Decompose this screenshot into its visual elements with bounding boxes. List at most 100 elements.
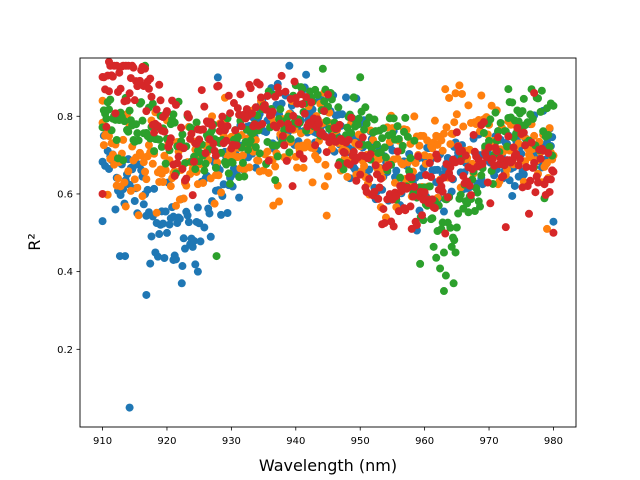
scatter-point xyxy=(144,141,153,150)
scatter-point xyxy=(439,173,448,182)
scatter-point xyxy=(411,159,420,168)
scatter-point xyxy=(150,128,159,137)
scatter-point xyxy=(439,287,448,296)
scatter-point xyxy=(123,96,132,105)
scatter-point xyxy=(244,145,253,154)
x-tick-label: 960 xyxy=(415,436,434,447)
scatter-point xyxy=(494,133,503,142)
scatter-point xyxy=(307,98,316,107)
scatter-point xyxy=(130,175,139,184)
scatter-point xyxy=(338,110,347,119)
scatter-point xyxy=(148,99,157,108)
scatter-point xyxy=(436,264,445,273)
scatter-point xyxy=(264,156,273,165)
scatter-point xyxy=(200,102,209,111)
scatter-point xyxy=(320,182,329,191)
scatter-point xyxy=(201,159,210,168)
scatter-point xyxy=(111,205,120,214)
scatter-point xyxy=(469,130,478,139)
scatter-point xyxy=(224,91,233,100)
scatter-point xyxy=(161,207,170,216)
scatter-point xyxy=(533,178,542,187)
scatter-point xyxy=(503,142,512,151)
scatter-point xyxy=(521,141,530,150)
scatter-point xyxy=(536,154,545,163)
scatter-point xyxy=(445,93,454,102)
scatter-point xyxy=(193,203,202,212)
scatter-point xyxy=(406,202,415,211)
scatter-point xyxy=(275,88,284,97)
scatter-point xyxy=(349,147,358,156)
scatter-point xyxy=(429,242,438,251)
scatter-point xyxy=(115,68,124,77)
scatter-point xyxy=(375,183,384,192)
scatter-point xyxy=(133,183,142,192)
scatter-point xyxy=(354,140,363,149)
scatter-point xyxy=(335,120,344,129)
scatter-point xyxy=(104,57,113,66)
x-axis-title: Wavelength (nm) xyxy=(259,456,397,475)
scatter-point xyxy=(398,141,407,150)
scatter-point xyxy=(174,152,183,161)
scatter-point xyxy=(499,172,508,181)
scatter-point xyxy=(162,107,171,116)
scatter-point xyxy=(532,172,541,181)
scatter-point xyxy=(137,98,146,107)
scatter-point xyxy=(415,141,424,150)
scatter-point xyxy=(138,192,147,201)
scatter-point xyxy=(152,105,161,114)
scatter-point xyxy=(237,122,246,131)
scatter-point xyxy=(544,149,553,158)
scatter-point xyxy=(430,204,439,213)
scatter-point xyxy=(159,178,168,186)
scatter-point xyxy=(271,162,280,171)
scatter-point xyxy=(150,184,159,193)
scatter-point xyxy=(494,127,503,136)
scatter-point xyxy=(314,119,323,128)
scatter-point xyxy=(441,271,450,280)
scatter-point xyxy=(258,120,267,129)
scatter-point xyxy=(508,191,517,200)
x-tick-label: 920 xyxy=(157,436,176,447)
scatter-point xyxy=(311,141,320,150)
scatter-point xyxy=(392,166,401,175)
scatter-point xyxy=(290,77,299,86)
scatter-point xyxy=(268,107,277,116)
scatter-point xyxy=(322,148,331,157)
scatter-point xyxy=(155,135,164,144)
scatter-point xyxy=(430,116,439,125)
scatter-point xyxy=(269,201,278,210)
scatter-point xyxy=(104,87,113,96)
scatter-point xyxy=(464,208,473,217)
scatter-point xyxy=(360,161,369,170)
scatter-point xyxy=(126,186,135,195)
scatter-point xyxy=(537,86,546,95)
scatter-point xyxy=(379,204,388,213)
scatter-point xyxy=(141,64,150,73)
scatter-point xyxy=(456,190,465,199)
scatter-point xyxy=(361,103,370,112)
scatter-point xyxy=(233,132,242,141)
scatter-point xyxy=(240,172,249,181)
scatter-point xyxy=(526,176,535,185)
scatter-point xyxy=(473,188,482,197)
scatter-point xyxy=(347,129,356,138)
scatter-point xyxy=(509,143,518,152)
scatter-point xyxy=(211,151,220,160)
scatter-point xyxy=(161,159,170,168)
scatter-point xyxy=(178,262,187,271)
scatter-point xyxy=(299,163,308,172)
scatter-point xyxy=(347,113,356,122)
scatter-point xyxy=(209,139,218,148)
scatter-point xyxy=(293,163,302,172)
scatter-point xyxy=(238,158,247,167)
scatter-point xyxy=(246,84,255,93)
scatter-point xyxy=(414,152,423,161)
scatter-point xyxy=(161,166,170,175)
scatter-point xyxy=(381,153,390,162)
scatter-point xyxy=(200,166,209,175)
scatter-point xyxy=(514,117,523,126)
scatter-point xyxy=(519,94,528,103)
scatter-point xyxy=(446,223,455,232)
